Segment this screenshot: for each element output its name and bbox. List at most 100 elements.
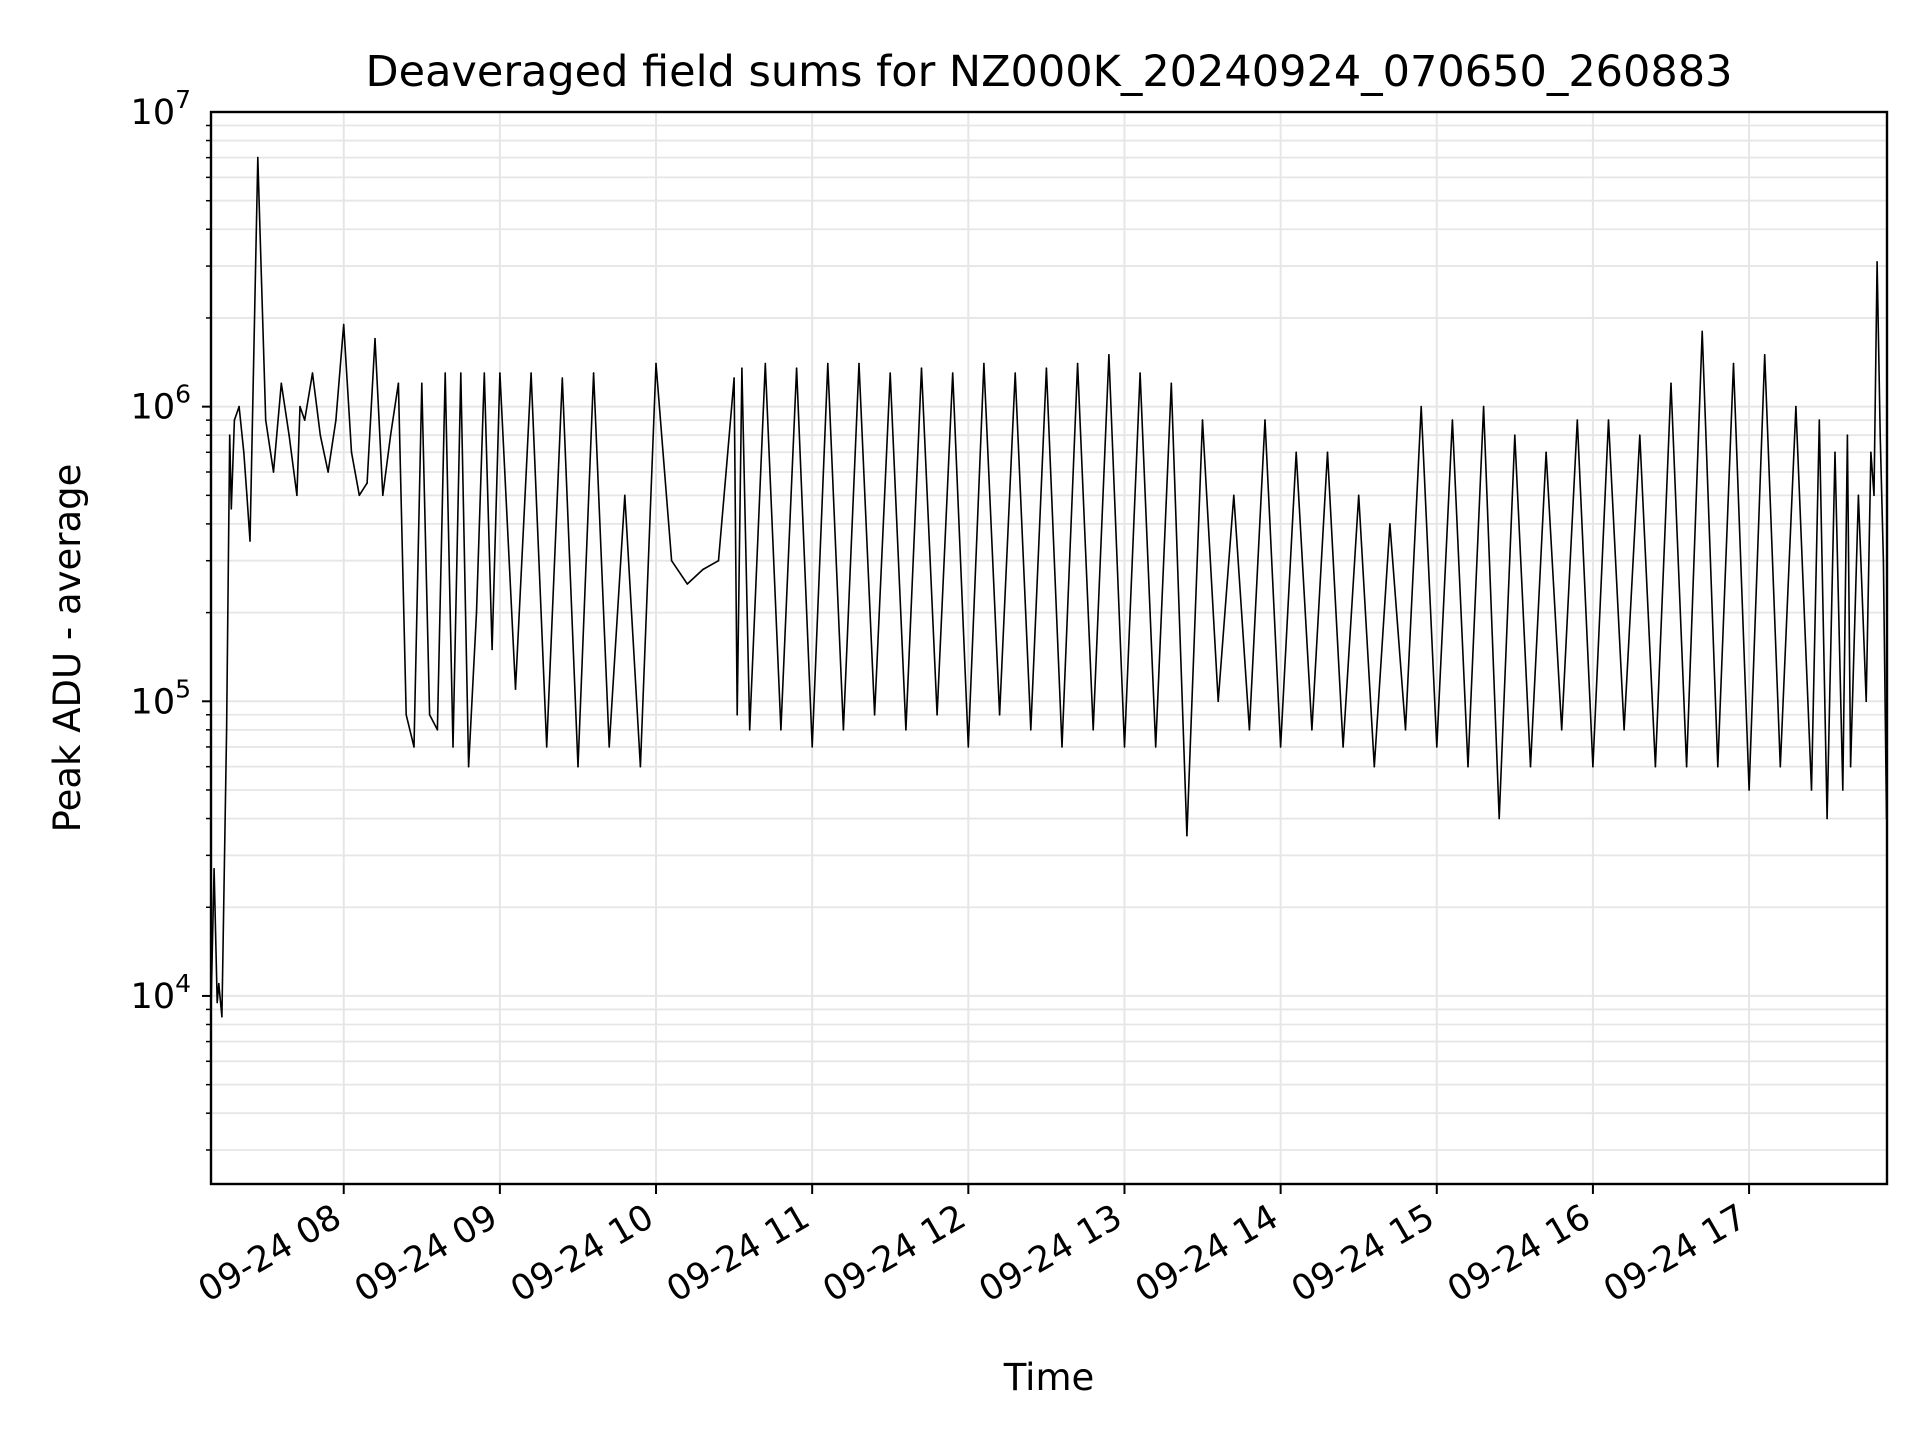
data-point bbox=[592, 372, 595, 374]
y-axis-ticks: 104 105 106 107 bbox=[131, 85, 211, 1151]
data-point bbox=[686, 583, 689, 585]
data-point bbox=[764, 362, 767, 365]
data-point bbox=[1108, 354, 1110, 356]
data-point bbox=[475, 611, 478, 614]
data-point bbox=[936, 714, 938, 716]
data-point bbox=[1092, 729, 1094, 731]
data-point bbox=[780, 729, 782, 731]
data-point bbox=[1842, 789, 1844, 791]
data-point bbox=[1076, 362, 1079, 365]
y-tick-label: 104 bbox=[131, 969, 191, 1017]
data-point bbox=[1170, 382, 1173, 385]
data-point bbox=[1846, 434, 1849, 437]
data-point bbox=[514, 688, 517, 690]
data-point bbox=[413, 746, 415, 748]
data-point bbox=[299, 405, 301, 408]
data-point bbox=[1311, 729, 1313, 731]
data-point bbox=[303, 419, 306, 421]
data-point bbox=[243, 451, 245, 454]
data-point bbox=[1389, 523, 1391, 525]
data-point bbox=[1576, 419, 1579, 421]
data-point bbox=[350, 451, 353, 454]
data-point bbox=[1248, 729, 1251, 731]
data-point bbox=[1436, 746, 1438, 748]
data-point bbox=[795, 367, 798, 370]
series-line bbox=[210, 156, 1888, 1018]
data-point bbox=[264, 419, 267, 421]
data-point bbox=[436, 729, 439, 731]
data-point bbox=[1420, 405, 1422, 408]
data-point bbox=[1264, 419, 1266, 421]
data-point bbox=[1670, 382, 1672, 385]
data-point bbox=[1654, 765, 1657, 768]
data-point bbox=[905, 729, 907, 731]
data-point bbox=[811, 746, 813, 748]
data-point bbox=[238, 405, 240, 408]
data-point bbox=[1879, 434, 1881, 437]
data-point bbox=[335, 419, 337, 421]
data-point bbox=[257, 156, 259, 159]
data-point bbox=[374, 337, 376, 340]
data-point bbox=[216, 1001, 218, 1004]
data-point bbox=[225, 729, 228, 731]
data-point bbox=[389, 434, 392, 437]
data-point bbox=[221, 1015, 223, 1018]
data-point bbox=[717, 559, 720, 562]
data-point bbox=[561, 377, 564, 379]
data-point bbox=[1685, 765, 1688, 768]
data-point bbox=[421, 382, 423, 385]
data-point bbox=[530, 372, 532, 374]
y-tick-label: 105 bbox=[131, 674, 191, 722]
data-point bbox=[858, 362, 860, 365]
data-point bbox=[577, 765, 579, 768]
data-point bbox=[1810, 789, 1813, 791]
data-point bbox=[608, 746, 610, 748]
data-point bbox=[382, 494, 384, 497]
data-point bbox=[249, 540, 251, 542]
data-point bbox=[1560, 729, 1563, 731]
data-point bbox=[342, 323, 345, 326]
data-point bbox=[467, 765, 470, 768]
data-point bbox=[1279, 746, 1282, 748]
data-point bbox=[1014, 372, 1016, 374]
data-point bbox=[397, 382, 400, 385]
data-point bbox=[1857, 494, 1860, 497]
data-point bbox=[1154, 746, 1157, 748]
data-point bbox=[288, 434, 290, 437]
data-point bbox=[491, 648, 493, 651]
data-point bbox=[1357, 494, 1360, 497]
data-point bbox=[1834, 451, 1836, 454]
data-point bbox=[736, 714, 738, 716]
data-point bbox=[1865, 700, 1867, 703]
data-point bbox=[983, 362, 985, 365]
x-axis-title: Time bbox=[1003, 1356, 1095, 1399]
data-point bbox=[951, 372, 954, 374]
data-point bbox=[1849, 765, 1852, 768]
data-point bbox=[748, 729, 751, 731]
data-point bbox=[624, 494, 626, 497]
data-point bbox=[1870, 451, 1872, 454]
grid-lines bbox=[211, 112, 1887, 1184]
data-point bbox=[311, 372, 314, 374]
data-point bbox=[1139, 372, 1141, 374]
data-point bbox=[1732, 362, 1735, 365]
data-point bbox=[233, 419, 236, 421]
data-point bbox=[1545, 451, 1547, 454]
data-point bbox=[1529, 765, 1532, 768]
data-point bbox=[230, 508, 233, 510]
data-point bbox=[1217, 700, 1219, 703]
data-point bbox=[1498, 817, 1500, 820]
data-point bbox=[405, 714, 408, 716]
data-point bbox=[1451, 419, 1454, 421]
data-point bbox=[1701, 330, 1703, 333]
data-point bbox=[733, 377, 735, 379]
data-point bbox=[460, 372, 462, 374]
data-point bbox=[1882, 559, 1885, 562]
data-point bbox=[545, 746, 548, 748]
data-point bbox=[1795, 405, 1797, 408]
data-point bbox=[213, 868, 215, 870]
chart-title: Deaveraged field sums for NZ000K_2024092… bbox=[366, 47, 1733, 97]
data-point bbox=[218, 982, 220, 985]
y-tick-label: 106 bbox=[131, 380, 191, 428]
